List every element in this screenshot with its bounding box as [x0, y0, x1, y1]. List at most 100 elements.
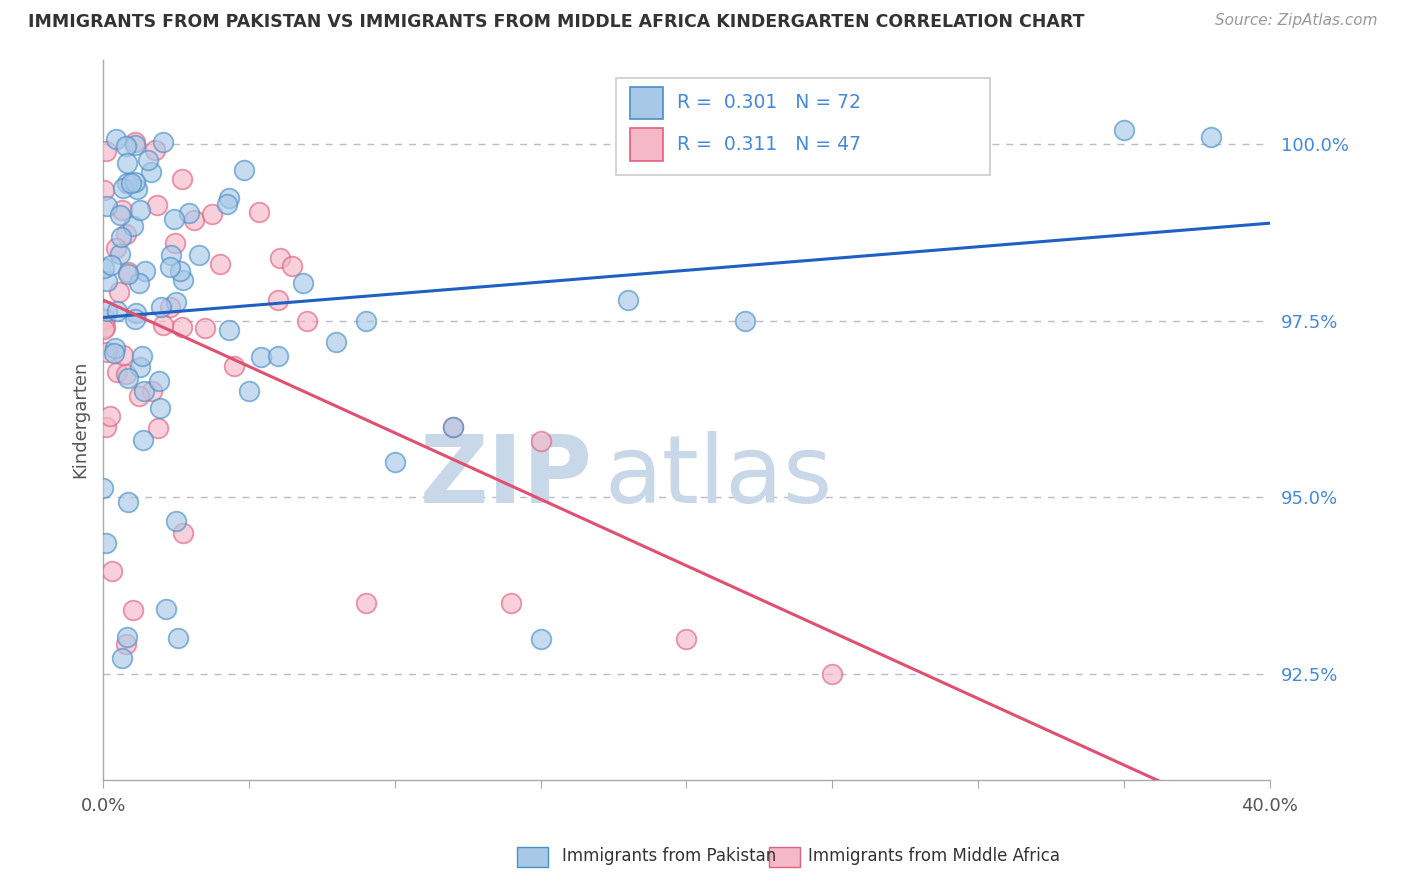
Point — [1112, 123, 1135, 137]
Text: R =  0.311   N = 47: R = 0.311 N = 47 — [678, 135, 860, 154]
Point — [128, 360, 150, 375]
Point — [105, 241, 128, 255]
Point — [1201, 130, 1223, 145]
Point — [149, 401, 172, 415]
Point — [734, 314, 756, 328]
FancyBboxPatch shape — [616, 78, 990, 175]
Point — [146, 420, 169, 434]
Point — [125, 306, 148, 320]
Point — [165, 294, 187, 309]
Text: ZIP: ZIP — [420, 432, 593, 524]
Point — [529, 434, 551, 448]
Point — [141, 384, 163, 399]
Point — [821, 667, 844, 681]
Point — [187, 248, 209, 262]
Point — [117, 495, 139, 509]
Point — [325, 334, 347, 349]
Point — [134, 263, 156, 277]
Point — [107, 285, 129, 300]
Point — [131, 349, 153, 363]
Point — [110, 229, 132, 244]
Point — [155, 602, 177, 616]
Point — [152, 135, 174, 149]
Point — [117, 268, 139, 282]
Point — [128, 202, 150, 217]
Point — [281, 259, 304, 273]
Point — [146, 198, 169, 212]
Point — [98, 409, 121, 423]
Point — [269, 252, 291, 266]
Point — [675, 632, 697, 646]
Point — [172, 526, 194, 541]
Point — [96, 199, 118, 213]
Point — [115, 177, 138, 191]
Point — [101, 564, 124, 578]
Point — [115, 139, 138, 153]
Point — [148, 374, 170, 388]
Bar — [630, 87, 664, 119]
Point — [93, 481, 115, 495]
Bar — [630, 128, 664, 161]
Point — [529, 632, 551, 646]
Point — [115, 637, 138, 651]
Point — [117, 370, 139, 384]
Point — [93, 261, 115, 276]
Point — [128, 276, 150, 290]
Point — [124, 137, 146, 152]
Point — [120, 177, 142, 191]
Point — [354, 596, 377, 610]
Point — [96, 145, 118, 159]
Point — [177, 206, 200, 220]
Point — [267, 349, 290, 363]
Point — [104, 132, 127, 146]
Point — [501, 596, 523, 610]
Point — [141, 164, 163, 178]
Point — [172, 273, 194, 287]
Point — [218, 191, 240, 205]
Point — [108, 247, 131, 261]
Point — [122, 219, 145, 233]
Point — [115, 630, 138, 644]
Point — [224, 359, 246, 373]
Point — [217, 197, 239, 211]
Point — [297, 314, 319, 328]
Point — [115, 367, 138, 381]
Text: Immigrants from Middle Africa: Immigrants from Middle Africa — [808, 847, 1060, 865]
Point — [132, 433, 155, 447]
Point — [94, 320, 117, 334]
Point — [159, 260, 181, 275]
Point — [94, 312, 117, 326]
Point — [111, 651, 134, 665]
Text: Immigrants from Pakistan: Immigrants from Pakistan — [562, 847, 776, 865]
Point — [249, 205, 271, 219]
Point — [127, 182, 149, 196]
Point — [136, 153, 159, 167]
Point — [124, 175, 146, 189]
Point — [111, 181, 134, 195]
Point — [143, 143, 166, 157]
Point — [132, 384, 155, 398]
Point — [167, 631, 190, 645]
Point — [232, 162, 254, 177]
Point — [159, 248, 181, 262]
Point — [103, 346, 125, 360]
Y-axis label: Kindergarten: Kindergarten — [72, 361, 89, 478]
Point — [117, 155, 139, 169]
Point — [170, 172, 193, 186]
Point — [96, 303, 118, 318]
Point — [967, 137, 990, 152]
Point — [292, 276, 315, 290]
Point — [267, 293, 290, 307]
Point — [96, 536, 118, 550]
Point — [93, 322, 115, 336]
Point — [124, 135, 146, 149]
Point — [150, 300, 173, 314]
Point — [93, 183, 115, 197]
Point — [165, 514, 187, 528]
Point — [152, 318, 174, 333]
Text: R =  0.301   N = 72: R = 0.301 N = 72 — [678, 94, 860, 112]
Point — [183, 213, 205, 227]
Point — [159, 300, 181, 314]
Point — [121, 603, 143, 617]
Point — [218, 323, 240, 337]
